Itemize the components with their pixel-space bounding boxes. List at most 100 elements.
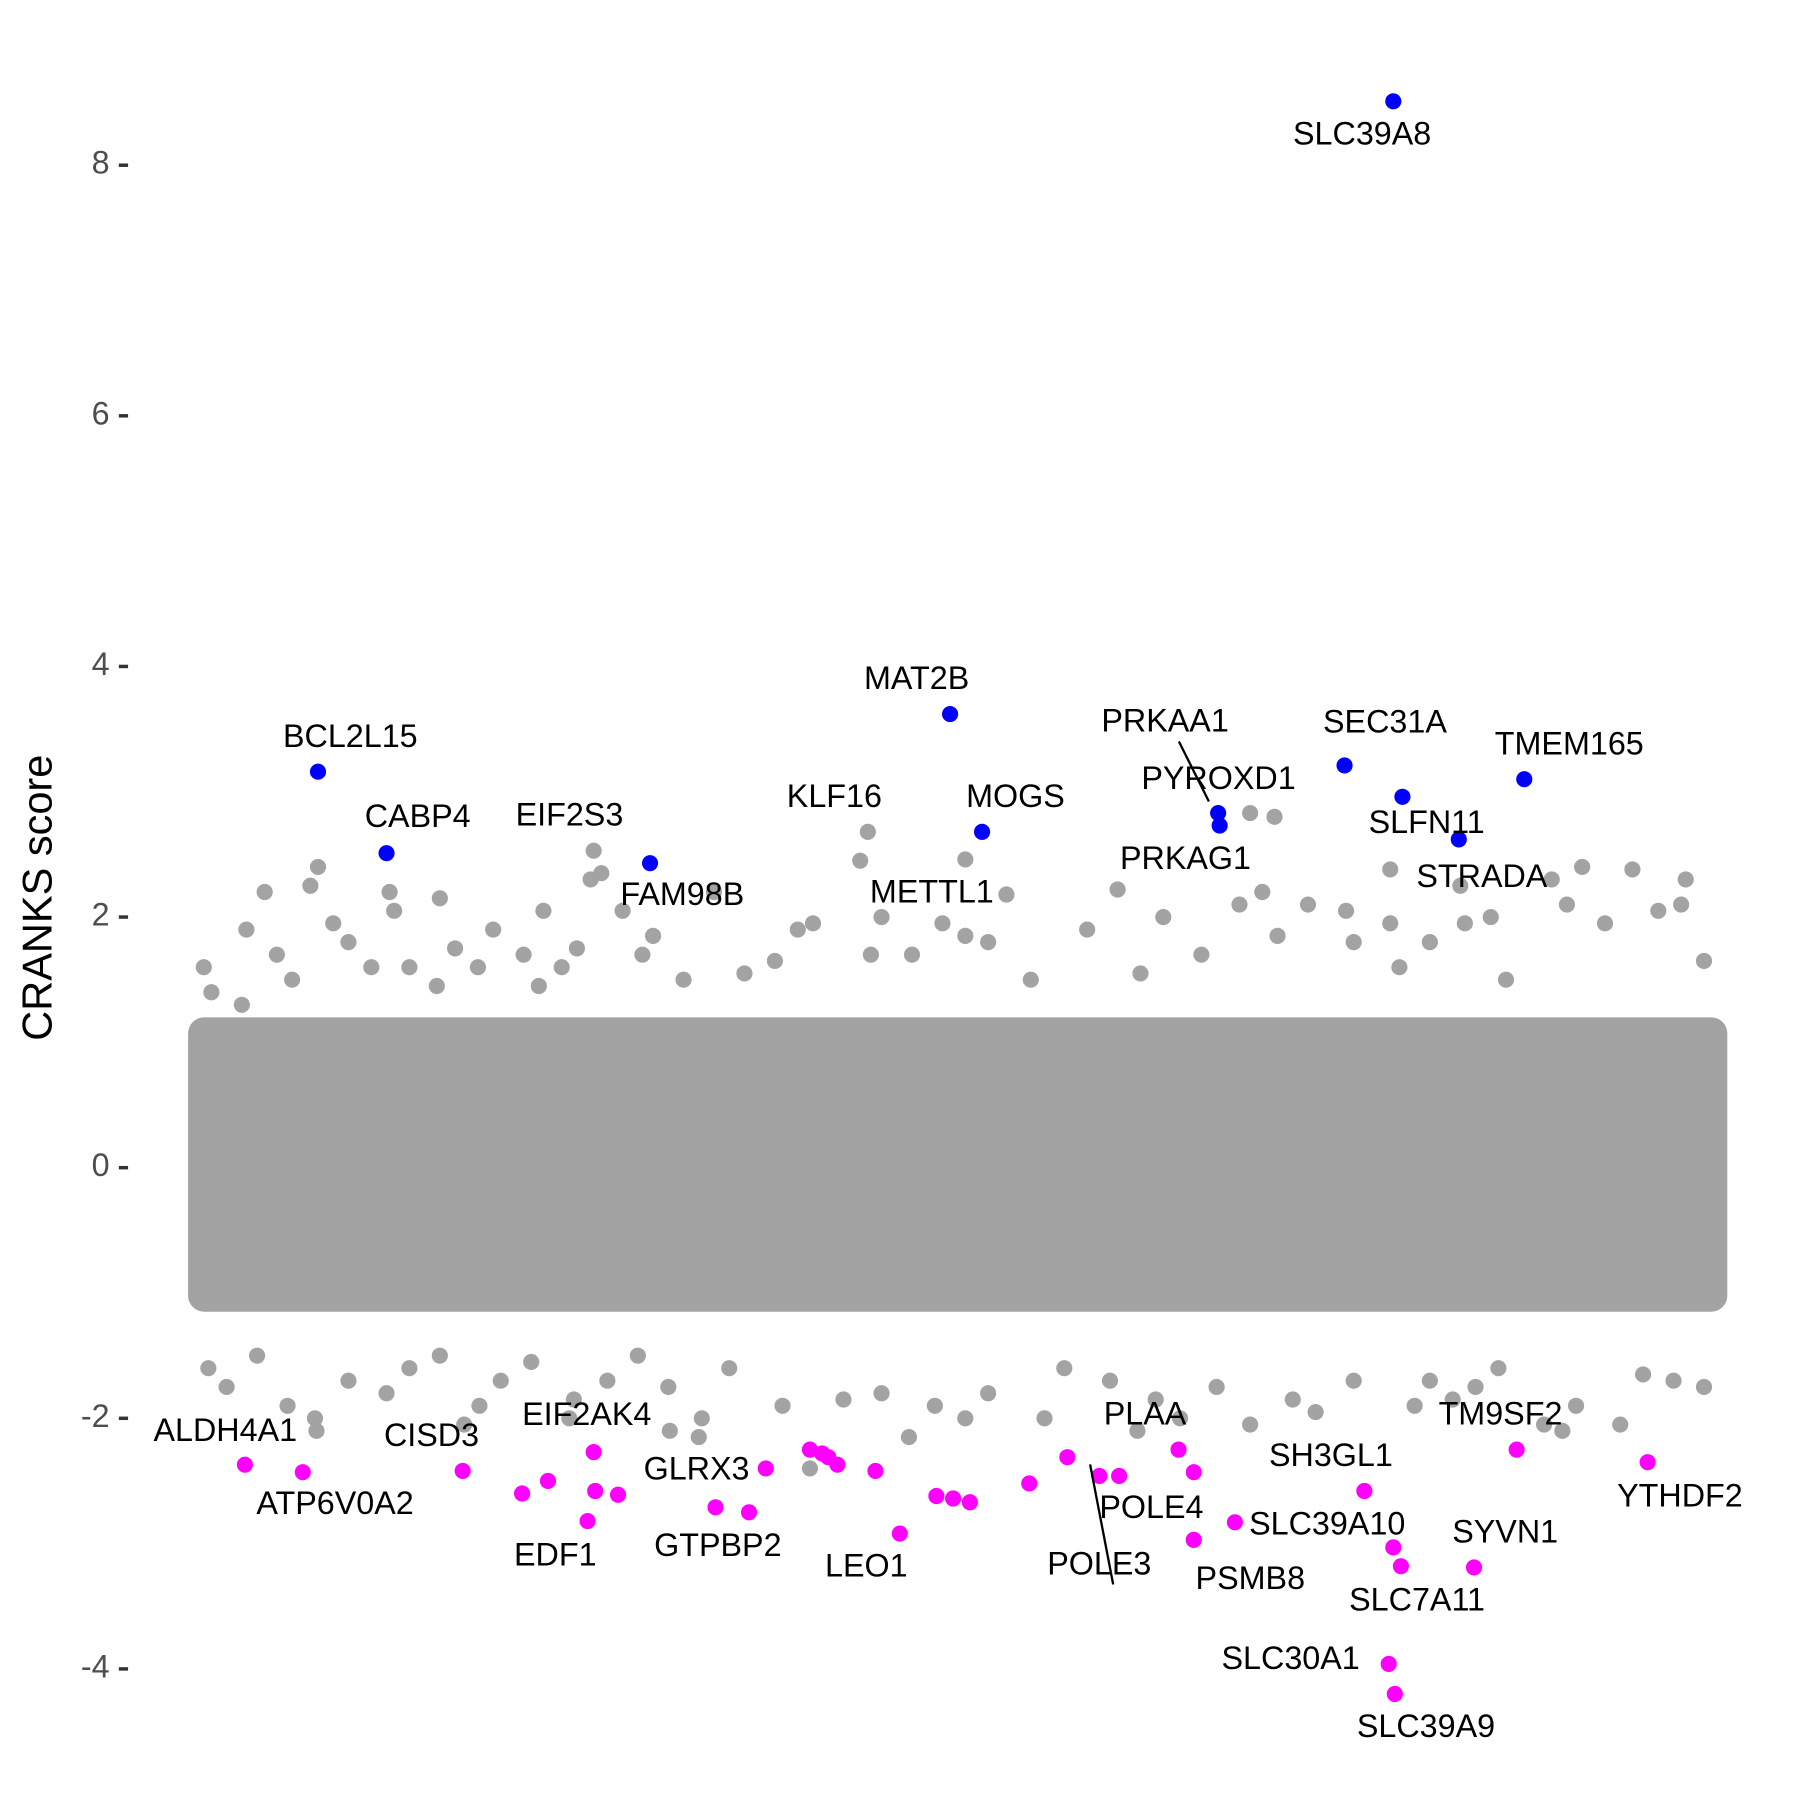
point <box>386 902 403 919</box>
point <box>1673 896 1690 913</box>
point <box>1336 757 1353 774</box>
point <box>961 1494 978 1511</box>
point <box>1380 1655 1397 1672</box>
point-label: TMEM165 <box>1495 725 1644 761</box>
point <box>585 842 602 859</box>
point <box>401 959 418 976</box>
y-tick-label: 6 <box>92 395 110 431</box>
point <box>1211 817 1228 834</box>
point-label: SH3GL1 <box>1269 1437 1393 1473</box>
point <box>1210 804 1227 822</box>
point <box>309 763 327 780</box>
point <box>690 1429 707 1446</box>
point <box>1543 871 1560 888</box>
point <box>539 1472 557 1490</box>
point <box>693 1410 710 1427</box>
point-label: SLC39A8 <box>1293 115 1431 151</box>
point-label: FAM98B <box>620 876 744 912</box>
point <box>862 946 879 963</box>
point <box>1208 1378 1225 1396</box>
point <box>256 883 273 901</box>
point <box>1132 965 1149 982</box>
point <box>1091 1467 1108 1485</box>
point <box>934 915 951 932</box>
point <box>200 1360 217 1377</box>
point <box>1392 1558 1409 1575</box>
point <box>1665 1372 1682 1389</box>
point <box>1056 1360 1073 1377</box>
point <box>957 1410 974 1427</box>
dense-cloud <box>188 1017 1728 1312</box>
point <box>859 823 876 840</box>
point <box>1391 959 1408 976</box>
point <box>957 927 974 944</box>
point <box>1021 1475 1038 1492</box>
point <box>218 1378 235 1396</box>
point <box>804 915 822 932</box>
point <box>1482 908 1499 926</box>
point <box>675 971 692 988</box>
point <box>1155 908 1172 926</box>
point <box>1386 1685 1403 1703</box>
point <box>1036 1410 1053 1427</box>
point <box>1079 921 1096 938</box>
point-label: EIF2S3 <box>516 797 624 833</box>
point-label: STRADA <box>1416 858 1547 894</box>
point <box>309 858 327 876</box>
point-label: SLC7A11 <box>1349 1581 1485 1617</box>
point <box>378 1385 395 1402</box>
point <box>835 1391 852 1408</box>
point <box>1444 1391 1461 1408</box>
point <box>585 1444 602 1461</box>
point <box>249 1347 266 1364</box>
point <box>1421 934 1438 951</box>
point <box>1612 1416 1629 1433</box>
point-label: SLC39A10 <box>1249 1505 1405 1541</box>
point-label: LEO1 <box>825 1548 908 1584</box>
point <box>1345 934 1362 951</box>
point <box>928 1487 945 1505</box>
point-label: CISD3 <box>384 1417 479 1453</box>
point <box>1338 902 1355 919</box>
point <box>1452 877 1469 894</box>
point <box>431 1347 448 1364</box>
point <box>852 852 869 869</box>
point-label: TM9SF2 <box>1439 1396 1563 1432</box>
point <box>236 1456 253 1473</box>
y-tick-label: -2 <box>81 1398 110 1434</box>
point-label: KLF16 <box>787 778 882 814</box>
point-label: CABP4 <box>365 798 471 834</box>
y-tick-label: 4 <box>92 646 110 682</box>
point <box>980 1385 997 1402</box>
point <box>284 971 301 988</box>
point <box>891 1525 908 1542</box>
point <box>308 1422 325 1439</box>
point <box>903 946 921 963</box>
point <box>279 1397 296 1414</box>
point <box>1456 915 1473 932</box>
point-label: POLE4 <box>1099 1489 1203 1525</box>
point <box>926 1397 943 1414</box>
y-tick-label: 2 <box>92 897 110 933</box>
point <box>1226 1514 1243 1531</box>
point-label: PRKAG1 <box>1120 840 1251 876</box>
point <box>268 946 285 963</box>
point <box>721 1360 738 1377</box>
point <box>553 959 570 976</box>
point <box>634 946 651 963</box>
point <box>661 1422 678 1439</box>
point <box>1554 1422 1571 1439</box>
point <box>1624 861 1641 878</box>
point <box>485 921 502 938</box>
point-label: SYVN1 <box>1452 1513 1558 1549</box>
point <box>1022 971 1039 988</box>
point <box>1231 896 1248 913</box>
point <box>998 886 1015 903</box>
y-tick-label: -4 <box>81 1648 110 1684</box>
point-label: MAT2B <box>864 660 969 696</box>
point <box>568 940 585 957</box>
point <box>1467 1378 1484 1396</box>
point <box>1109 881 1126 898</box>
